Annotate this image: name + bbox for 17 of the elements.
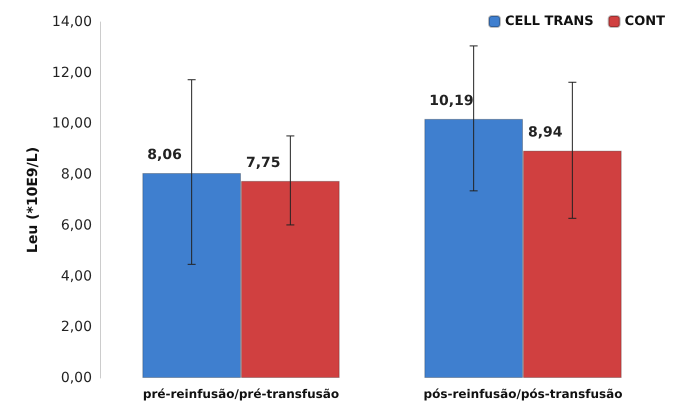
data-label: 10,19 bbox=[429, 92, 474, 109]
x-tick-label: pós-reinfusão/pós-transfusão bbox=[424, 387, 622, 401]
y-tick-label: 14,00 bbox=[52, 14, 92, 30]
y-tick-label: 2,00 bbox=[60, 319, 92, 336]
y-tick-label: 8,00 bbox=[60, 166, 92, 183]
y-tick-label: 0,00 bbox=[60, 370, 92, 386]
data-label: 8,94 bbox=[528, 124, 563, 141]
y-axis-title: Leu (*10E9/L) bbox=[25, 146, 41, 254]
data-label: 8,06 bbox=[147, 147, 182, 164]
legend-label: CONT bbox=[624, 14, 666, 29]
legend-label: CELL TRANS bbox=[504, 14, 594, 29]
y-tick-label: 6,00 bbox=[60, 217, 92, 234]
y-tick-label: 12,00 bbox=[52, 64, 92, 81]
data-label: 7,75 bbox=[246, 154, 281, 171]
y-tick-label: 4,00 bbox=[60, 268, 92, 284]
x-tick-label: pré-reinfusão/pré-transfusão bbox=[142, 387, 340, 401]
y-tick-label: 10,00 bbox=[52, 116, 92, 132]
